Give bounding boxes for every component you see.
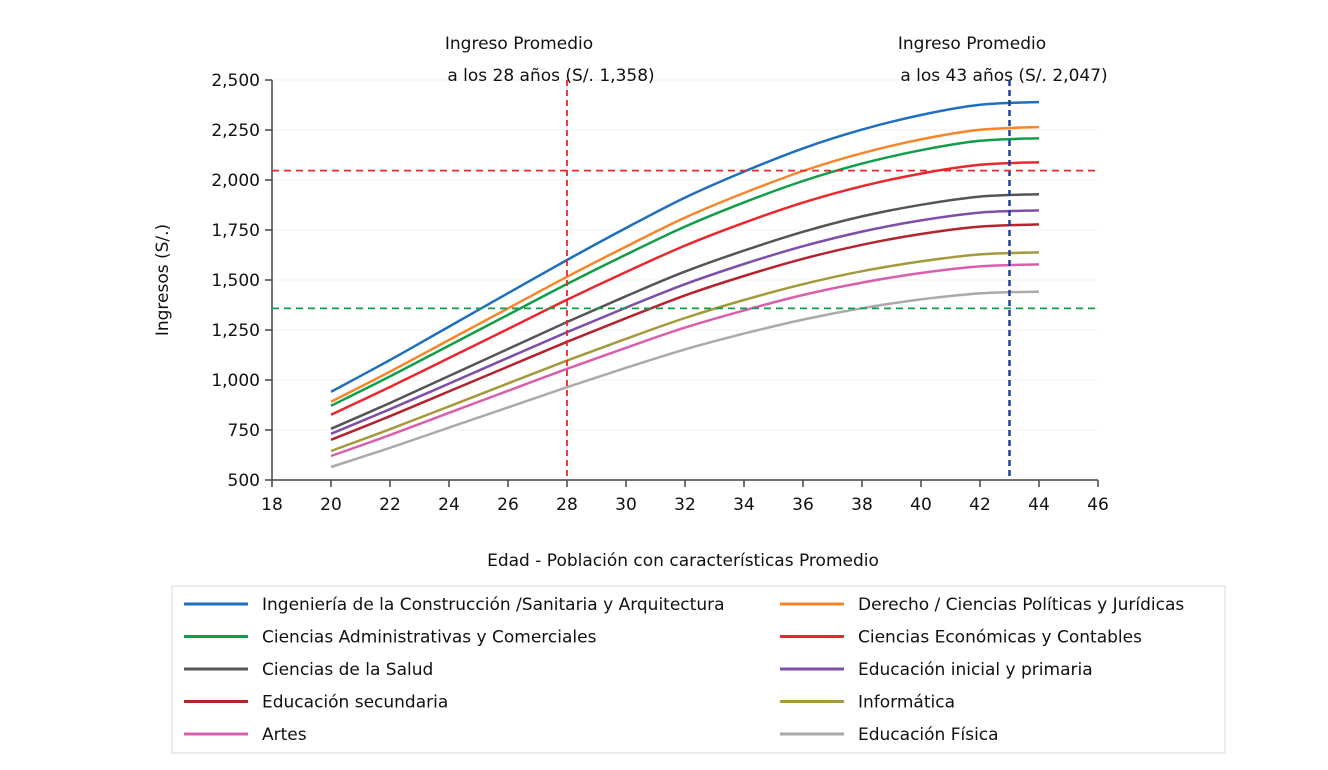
x-tick-label: 32 xyxy=(674,495,696,515)
x-tick-label: 28 xyxy=(556,495,578,515)
legend-label: Ciencias Económicas y Contables xyxy=(858,628,1142,648)
gridlines xyxy=(272,79,1098,431)
x-tick-label: 34 xyxy=(733,495,755,515)
series-line-9 xyxy=(330,290,1040,469)
annotation-43-line2: a los 43 años (S/. 2,047) xyxy=(900,66,1107,86)
y-tick-label: 1,250 xyxy=(211,321,260,341)
reference-lines xyxy=(272,80,1098,480)
series-line-7 xyxy=(330,251,1040,453)
y-tick-label: 1,750 xyxy=(211,221,260,241)
x-axis-label: Edad - Población con características Pro… xyxy=(487,551,879,571)
series-line-5 xyxy=(330,209,1040,435)
series-line-3 xyxy=(330,160,1040,416)
y-tick-label: 1,500 xyxy=(211,271,260,291)
x-tick-label: 40 xyxy=(910,495,932,515)
series-line-2 xyxy=(330,136,1040,407)
legend-label: Artes xyxy=(262,725,307,745)
x-tick-label: 30 xyxy=(615,495,637,515)
x-tick-label: 38 xyxy=(851,495,873,515)
legend-label: Ciencias Administrativas y Comerciales xyxy=(262,628,597,648)
legend-box xyxy=(171,585,1226,754)
y-axis-label: Ingresos (S/.) xyxy=(153,224,173,336)
series-lines xyxy=(330,100,1040,469)
legend-label: Derecho / Ciencias Políticas y Jurídicas xyxy=(858,595,1184,615)
x-tick-label: 42 xyxy=(969,495,991,515)
legend-label: Educación inicial y primaria xyxy=(858,660,1093,680)
series-line-8 xyxy=(330,263,1040,458)
series-line-0 xyxy=(330,100,1040,393)
y-tick-label: 2,250 xyxy=(211,121,260,141)
legend-label: Educación Física xyxy=(858,725,999,745)
legend-label: Ciencias de la Salud xyxy=(262,660,433,680)
legend-label: Ingeniería de la Construcción /Sanitaria… xyxy=(262,595,725,615)
legend-label: Educación secundaria xyxy=(262,693,448,713)
annotation-28-line1: Ingreso Promedio xyxy=(445,34,593,54)
annotation-43-line1: Ingreso Promedio xyxy=(898,34,1046,54)
x-tick-label: 36 xyxy=(792,495,814,515)
x-tick-label: 18 xyxy=(261,495,283,515)
axes: 500 750 1,000 1,250 1,500 1,750 2,000 2,250 2,50… xyxy=(211,71,1108,515)
x-tick-label: 22 xyxy=(379,495,401,515)
x-tick-label: 24 xyxy=(438,495,460,515)
series-line-1 xyxy=(330,125,1040,403)
y-tick-label: 1,000 xyxy=(211,371,260,391)
legend: Ingeniería de la Construcción /Sanitaria… xyxy=(184,595,1184,745)
x-tick-label: 26 xyxy=(497,495,519,515)
x-tick-label: 44 xyxy=(1028,495,1050,515)
y-tick-label: 2,500 xyxy=(211,71,260,91)
x-tick-label: 46 xyxy=(1087,495,1109,515)
series-line-6 xyxy=(330,223,1040,441)
y-tick-label: 500 xyxy=(228,471,260,491)
y-tick-label: 750 xyxy=(228,421,260,441)
annotation-28-line2: a los 28 años (S/. 1,358) xyxy=(447,66,654,86)
x-tick-label: 20 xyxy=(320,495,342,515)
legend-label: Informática xyxy=(858,693,955,713)
series-line-4 xyxy=(330,192,1040,430)
y-tick-label: 2,000 xyxy=(211,171,260,191)
